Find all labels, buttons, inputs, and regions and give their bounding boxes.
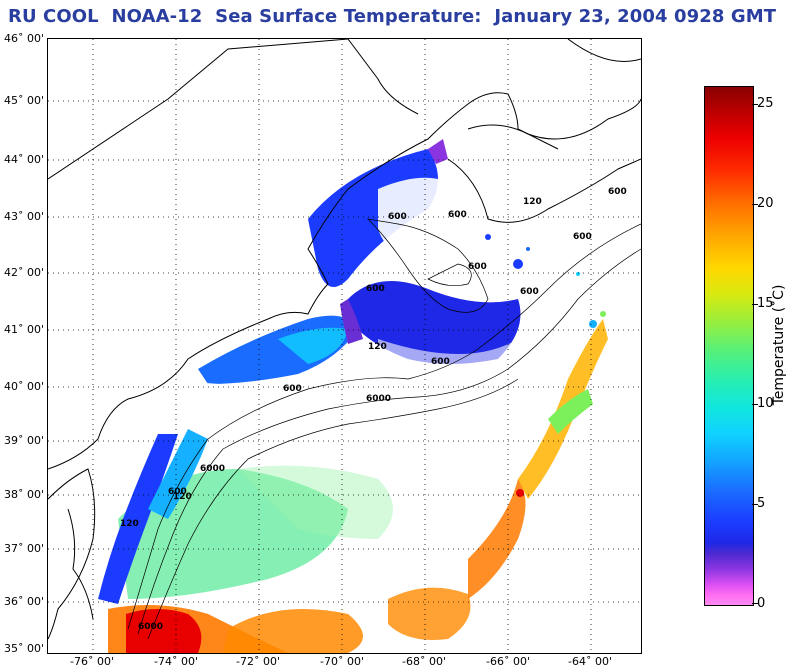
bathy-label: 120 xyxy=(368,342,387,352)
lat-label-43: 43˚ 00' xyxy=(3,210,44,223)
coastline-maritimes xyxy=(447,158,641,223)
bathy-label: 600 xyxy=(283,384,302,394)
lat-label-37: 37˚ 00' xyxy=(3,542,44,555)
coastline-delmarva xyxy=(48,468,96,640)
bathy-label: 600 xyxy=(448,210,467,220)
lon-label-70: -70˚ 00' xyxy=(320,655,364,668)
contour-600 xyxy=(137,248,641,635)
colorbar-tick-20: 20 xyxy=(757,196,774,211)
bathy-label: 600 xyxy=(573,232,592,242)
colorbar-tickmark xyxy=(752,204,758,205)
bathy-label: 120 xyxy=(173,492,192,502)
map-title: RU COOL NOAA-12 Sea Surface Temperature:… xyxy=(8,6,777,27)
colorbar-tickmark xyxy=(752,504,758,505)
lon-label-72: -72˚ 00' xyxy=(236,655,280,668)
lat-label-35: 35˚ 00' xyxy=(3,642,44,655)
bathymetry-contours xyxy=(127,218,641,640)
colorbar-label: Temperature (˚C) xyxy=(771,284,787,406)
sst-orange-patches xyxy=(223,609,363,653)
colorbar-tick-5: 5 xyxy=(757,496,766,511)
lat-label-44: 44˚ 00' xyxy=(3,153,44,166)
colorbar-tick-25: 25 xyxy=(757,96,774,111)
bathy-label: 6000 xyxy=(200,464,225,474)
lat-label-41: 41˚ 00' xyxy=(3,323,44,336)
lat-label-46: 46˚ 00' xyxy=(3,32,44,45)
colorbar-tick-15: 15 xyxy=(757,296,774,311)
sst-coastal-band xyxy=(98,434,178,604)
bathy-label: 600 xyxy=(608,187,627,197)
bathy-label: 600 xyxy=(388,212,407,222)
coastline-chesapeake xyxy=(67,508,94,620)
cloud-mask xyxy=(378,177,478,269)
lat-label-38: 38˚ 00' xyxy=(3,488,44,501)
bathy-label: 600 xyxy=(431,357,450,367)
temperature-colorbar xyxy=(704,86,754,606)
lon-label-66: -66˚ 00' xyxy=(486,655,530,668)
bathy-label: 120 xyxy=(523,197,542,207)
lon-label-74: -74˚ 00' xyxy=(154,655,198,668)
coastline-nova-scotia xyxy=(467,98,641,140)
coastline-us xyxy=(48,39,559,470)
colorbar-tickmark xyxy=(752,304,758,305)
bathy-label: 600 xyxy=(468,262,487,272)
bathy-label: 600 xyxy=(366,284,385,294)
colorbar-tickmark xyxy=(752,603,758,604)
colorbar-tickmark xyxy=(752,404,758,405)
sst-map: 600 600 600 120 600 600 600 120 600 600 … xyxy=(47,38,642,654)
bathy-label: 6000 xyxy=(366,394,391,404)
lat-label-45: 45˚ 00' xyxy=(3,94,44,107)
lon-label-64: -64˚ 00' xyxy=(568,655,612,668)
sst-field xyxy=(98,139,608,653)
lat-label-39: 39˚ 00' xyxy=(3,434,44,447)
bathymetry-labels: 600 600 600 120 600 600 600 120 600 600 … xyxy=(120,187,627,632)
sst-hot-core xyxy=(126,609,202,653)
bathy-label: 6000 xyxy=(138,622,163,632)
lat-label-40: 40˚ 00' xyxy=(3,380,44,393)
contour-120 xyxy=(127,223,641,630)
lat-label-36: 36˚ 00' xyxy=(3,595,44,608)
colorbar-tick-0: 0 xyxy=(757,596,766,611)
map-canvas: 600 600 600 120 600 600 600 120 600 600 … xyxy=(48,39,641,653)
lon-label-68: -68˚ 00' xyxy=(402,655,446,668)
colorbar-tickmark xyxy=(752,104,758,105)
colorbar-tick-10: 10 xyxy=(757,396,774,411)
lon-label-76: -76˚ 00' xyxy=(70,655,114,668)
bathy-label: 600 xyxy=(168,487,187,497)
lat-label-42: 42˚ 00' xyxy=(3,266,44,279)
bathy-label: 600 xyxy=(520,287,539,297)
bathy-label: 120 xyxy=(120,519,139,529)
